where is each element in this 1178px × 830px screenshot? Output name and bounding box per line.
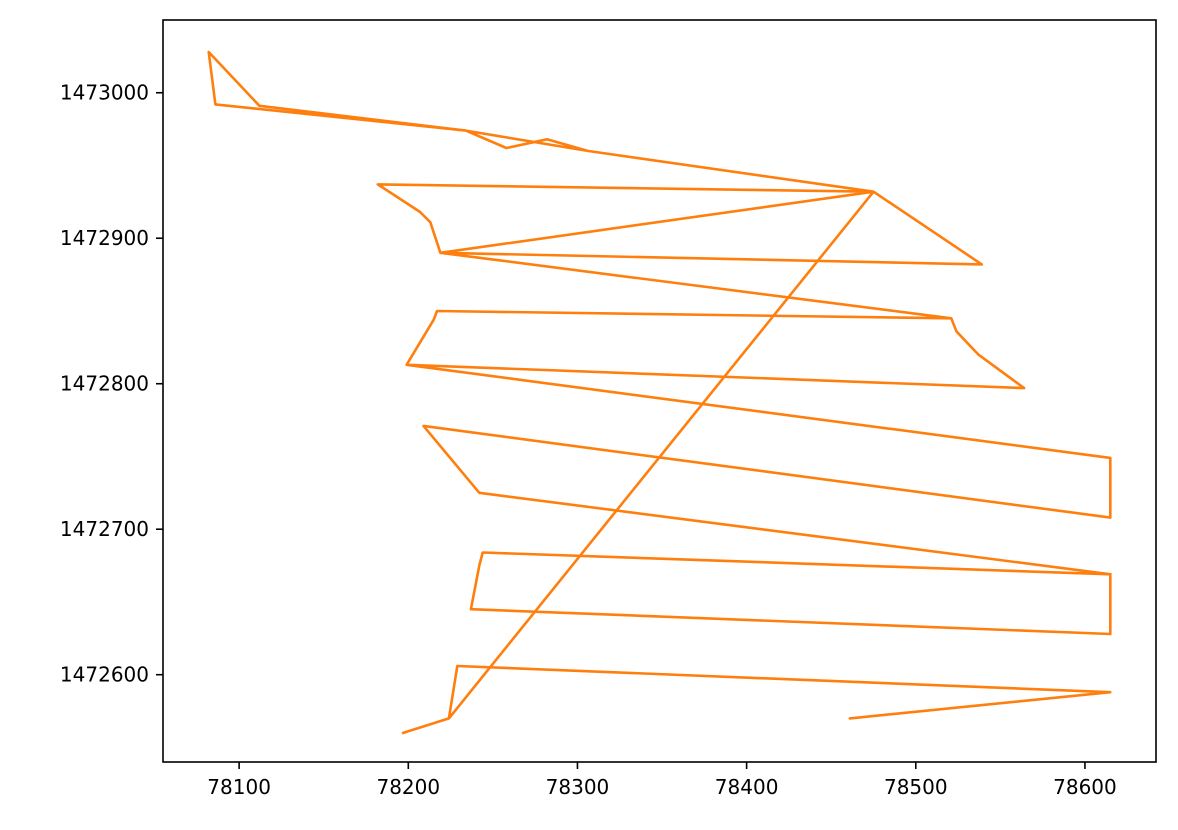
x-tick-label: 78400	[715, 775, 779, 799]
series-line-0	[207, 50, 1112, 735]
x-tick-label: 78300	[546, 775, 610, 799]
x-tick-label: 78100	[207, 775, 271, 799]
y-tick-label: 1473000	[60, 81, 149, 105]
y-tick-label: 1472800	[60, 372, 149, 396]
x-tick-label: 78500	[884, 775, 948, 799]
y-tick-label: 1472900	[60, 226, 149, 250]
x-tick-label: 78600	[1053, 775, 1117, 799]
plot-area	[207, 50, 1112, 735]
x-tick-label: 78200	[376, 775, 440, 799]
axes-frame	[162, 19, 1157, 763]
y-tick-label: 1472600	[60, 663, 149, 687]
axis-ticks: 78100 78200 78300 78400 78500 78600 1472600 147…	[60, 81, 1117, 799]
y-tick-label: 1472700	[60, 517, 149, 541]
